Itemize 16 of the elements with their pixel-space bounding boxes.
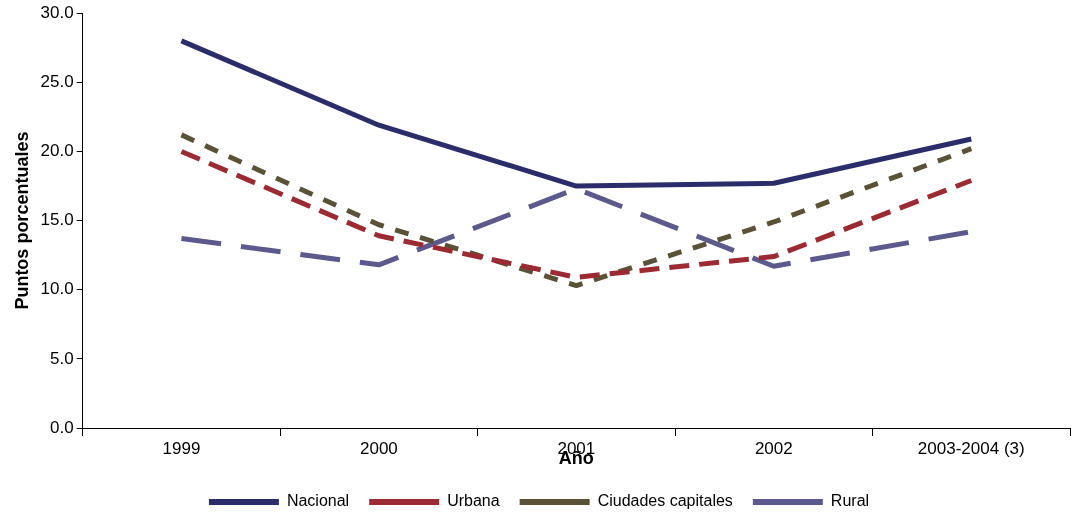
y-tick-label: 5.0: [50, 348, 74, 368]
x-tick-label: 2003-2004 (3): [917, 438, 1025, 458]
y-tick-label: 30.0: [40, 2, 74, 22]
legend-label: Urbana: [447, 492, 500, 510]
y-tick-label: 20.0: [40, 141, 74, 161]
y-tick-label: 25.0: [40, 72, 74, 92]
y-tick-label: 0.0: [50, 417, 74, 437]
legend-label: Ciudades capitales: [597, 492, 733, 510]
y-tick-label: 10.0: [40, 279, 74, 299]
legend-label: Rural: [830, 492, 870, 510]
y-tick-label: 15.0: [40, 210, 74, 230]
x-tick-label: 1999: [162, 438, 201, 458]
x-tick-label: 2002: [754, 438, 793, 458]
legend-label: Nacional: [286, 492, 350, 510]
y-axis-title: Puntos porcentuales: [11, 131, 32, 310]
x-tick-label: 2000: [359, 438, 398, 458]
